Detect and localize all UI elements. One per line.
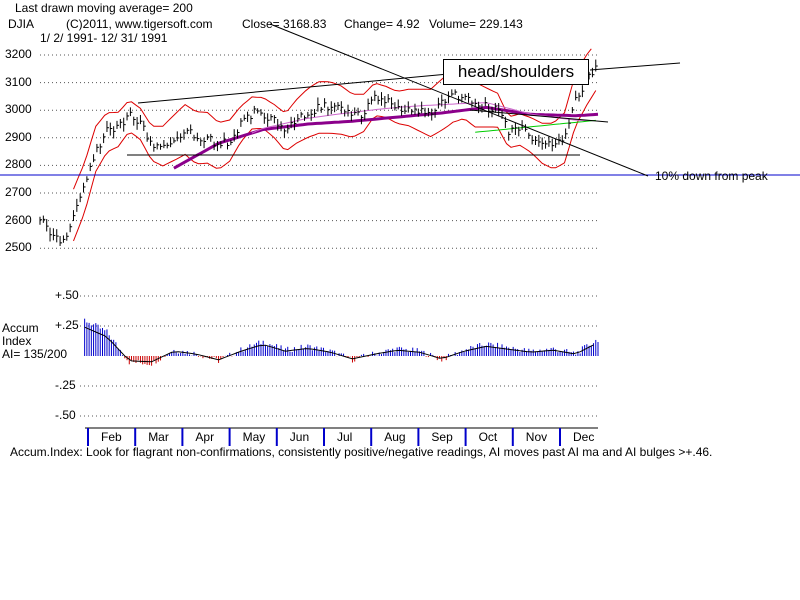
price-tick-label: 2900 xyxy=(5,129,32,144)
ai-tick-label: -.50 xyxy=(55,408,76,422)
ma-200-line xyxy=(173,105,599,170)
ai-ma-line xyxy=(84,326,594,363)
ma-green-line xyxy=(475,119,596,133)
index-label: Index xyxy=(2,334,32,348)
change-value: Change= 4.92 xyxy=(344,17,420,31)
annotation-lines xyxy=(0,23,800,177)
ai-tick-label: -.25 xyxy=(55,378,76,392)
month-label: Sep xyxy=(431,430,453,444)
right-shoulder-line xyxy=(469,109,609,123)
grid xyxy=(40,54,598,417)
copyright-text: (C)2011, www.tigersoft.com xyxy=(66,17,213,31)
month-label: Oct xyxy=(478,430,498,444)
lower-band xyxy=(73,90,597,242)
ai-tick-label: +.50 xyxy=(55,288,79,302)
price-tick-label: 2600 xyxy=(5,212,32,227)
price-tick-label: 2500 xyxy=(5,240,32,255)
month-label: May xyxy=(242,430,266,444)
price-tick-label: 2800 xyxy=(5,157,32,172)
axes xyxy=(85,427,598,446)
accum-index-bars xyxy=(84,318,599,366)
month-label: Apr xyxy=(195,430,215,444)
price-tick-label: 3200 xyxy=(5,47,32,61)
month-label: Mar xyxy=(148,430,169,444)
accum-label: Accum xyxy=(2,321,39,335)
ai-tick-label: +.25 xyxy=(55,318,79,332)
price-tick-label: 2700 xyxy=(5,185,32,199)
ten-pct-note: 10% down from peak xyxy=(655,169,768,183)
price-tick-label: 3000 xyxy=(5,102,32,117)
pointer-line xyxy=(269,23,649,177)
neckline-top xyxy=(137,71,471,104)
price-tick-label: 3100 xyxy=(5,74,32,89)
symbol-label: DJIA xyxy=(8,17,35,31)
head-shoulders-note: head/shoulders xyxy=(443,59,589,85)
date-range: 1/ 2/ 1991- 12/ 31/ 1991 xyxy=(40,31,168,45)
ma-short-line xyxy=(251,102,596,134)
footer-note: Accum.Index: Look for flagrant non-confi… xyxy=(10,445,713,459)
ma-note: Last drawn moving average= 200 xyxy=(15,1,193,15)
month-label: Aug xyxy=(384,430,406,444)
month-label: Nov xyxy=(525,430,548,444)
volume-value: Volume= 229.143 xyxy=(429,17,523,31)
month-label: Jul xyxy=(337,430,353,444)
moving-averages xyxy=(173,102,599,170)
head-pointer xyxy=(589,62,681,71)
price-bars xyxy=(39,59,598,246)
month-label: Dec xyxy=(573,430,595,444)
month-label: Jun xyxy=(289,430,310,444)
close-value: Close= 3168.83 xyxy=(242,17,327,31)
month-label: Feb xyxy=(101,430,122,444)
ai-value: AI= 135/200 xyxy=(2,347,68,361)
